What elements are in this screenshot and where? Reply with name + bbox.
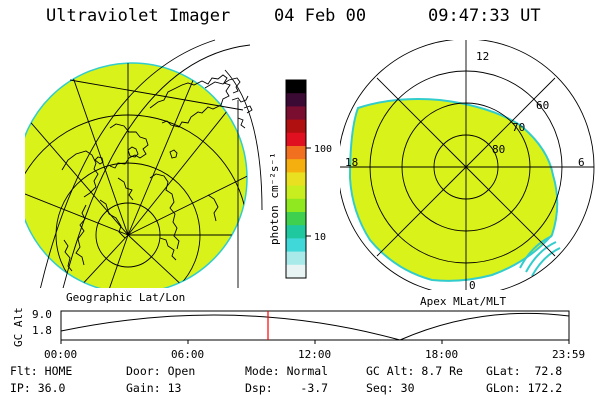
altitude-ytick-1: 1.8 [32, 324, 52, 337]
colorbar-segment [286, 106, 306, 121]
geo-coastlines [61, 74, 241, 272]
status-gain-value: 13 [167, 381, 182, 395]
colorbar-segment [286, 264, 306, 279]
altitude-xtick-0600: 06:00 [171, 348, 204, 361]
geo-outer-grid [40, 39, 263, 288]
geographic-map [25, 39, 263, 288]
geo-image-disk [25, 62, 248, 288]
status-ip: IP: 36.0 [10, 381, 66, 395]
status-dsp-value: -3.7 [300, 381, 329, 395]
polar-grid [340, 40, 595, 290]
status-flt: Flt: HOME [10, 364, 73, 378]
colorbar-segment [286, 80, 306, 94]
colorbar-segment [286, 119, 306, 134]
status-door: Door: Open [126, 364, 196, 378]
geo-coastline-fragments [231, 95, 253, 129]
colorbar-segment [286, 198, 306, 213]
colorbar-segment [286, 132, 306, 147]
colorbar-segment [286, 159, 306, 173]
polar-map [340, 40, 595, 290]
altitude-xtick-1200: 12:00 [298, 348, 331, 361]
colorbar-segment [286, 93, 306, 107]
colorbar-segment [286, 185, 306, 200]
date-label: 04 Feb 00 [274, 6, 367, 26]
polar-panel-label: Apex MLat/MLT [420, 295, 506, 308]
colorbar-segment [286, 172, 306, 187]
altitude-xtick-2359: 23:59 [552, 348, 585, 361]
colorbar-segment [286, 238, 306, 253]
colorbar-segment [286, 212, 306, 226]
status-seq: Seq: 30 [366, 381, 415, 395]
altitude-xtick-1800: 18:00 [425, 348, 458, 361]
colorbar-unit-label: photon cm⁻²s⁻¹ [268, 152, 281, 245]
status-gcalt-value: 8.7 Re [421, 364, 463, 378]
status-door-value: Open [167, 364, 196, 378]
mlt-label-0: 0 [469, 279, 476, 292]
status-dsp: Dsp: -3.7 [245, 381, 329, 395]
status-seq-value: 30 [400, 381, 415, 395]
instrument-title: Ultraviolet Imager [46, 6, 231, 26]
altitude-xtick-0000: 00:00 [44, 348, 77, 361]
status-gcalt: GC Alt: 8.7 Re [366, 364, 463, 378]
altitude-curve [60, 312, 570, 341]
status-glon: GLon: 172.2 [486, 381, 563, 395]
altitude-ylabel: GC Alt [12, 307, 25, 347]
status-ip-value: 36.0 [37, 381, 66, 395]
mlt-label-12: 12 [476, 50, 489, 63]
mlat-label-70: 70 [512, 121, 525, 134]
colorbar: 100 10 photon cm⁻²s⁻¹ [268, 79, 332, 279]
altitude-ytick-9: 9.0 [32, 308, 52, 321]
status-flt-value: HOME [44, 364, 73, 378]
colorbar-frame [285, 79, 307, 279]
mlt-label-18: 18 [345, 156, 358, 169]
status-mode: Mode: Normal [245, 364, 329, 378]
time-label: 09:47:33 UT [428, 6, 541, 26]
status-glat: GLat: 72.8 [486, 364, 563, 378]
colorbar-segment [286, 225, 306, 239]
status-glon-value: 172.2 [527, 381, 563, 395]
colorbar-label-100: 100 [314, 144, 332, 155]
mlt-label-6: 6 [578, 156, 585, 169]
geo-grid [25, 63, 247, 288]
status-glat-value: 72.8 [534, 364, 563, 378]
status-gain: Gain: 13 [126, 381, 182, 395]
colorbar-label-10: 10 [314, 232, 326, 243]
altitude-plot: 9.0 1.8 GC Alt 00:00 06:00 12:00 18:00 2… [12, 307, 585, 361]
mlat-label-80: 80 [492, 143, 505, 156]
colorbar-segment [286, 251, 306, 266]
status-mode-value: Normal [286, 364, 329, 378]
altitude-xticks [60, 340, 570, 344]
geo-panel-label: Geographic Lat/Lon [66, 291, 185, 304]
mlat-label-60: 60 [536, 99, 549, 112]
colorbar-segment [286, 146, 306, 160]
polar-edge-arcs [519, 235, 561, 277]
